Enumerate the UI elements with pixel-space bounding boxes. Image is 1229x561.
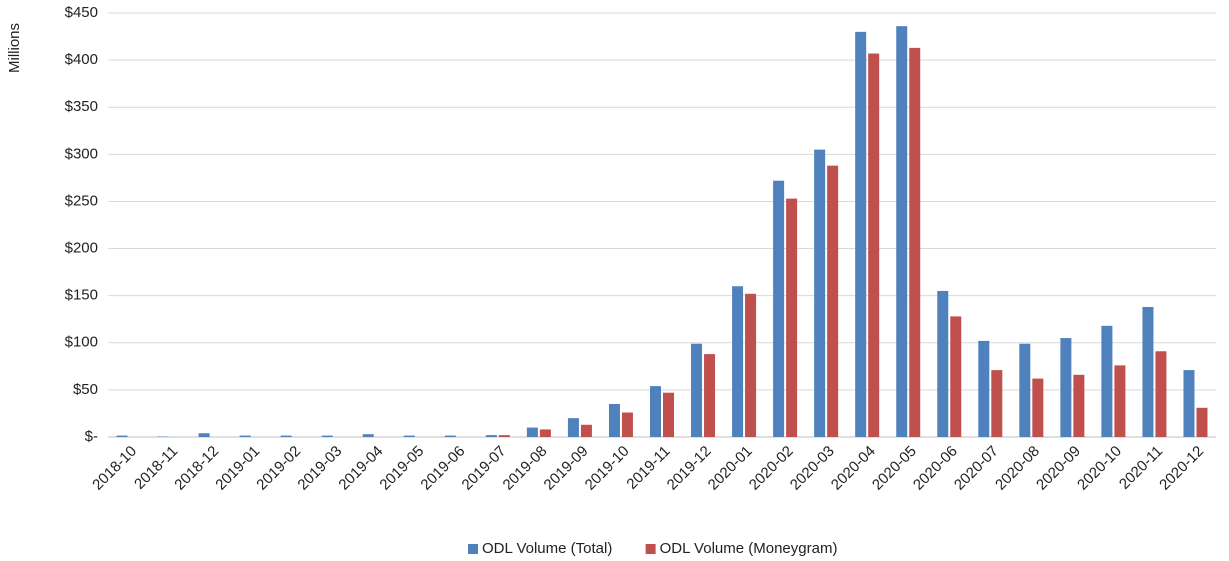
legend-label: ODL Volume (Total): [482, 540, 612, 557]
bar: [362, 434, 374, 437]
x-tick-label: 2020-06: [910, 443, 961, 494]
bar: [937, 290, 949, 437]
y-tick-label: $100: [65, 334, 98, 351]
x-tick-label: 2019-04: [335, 443, 386, 494]
bar: [1032, 378, 1044, 437]
x-tick-label: 2019-08: [500, 443, 551, 494]
x-tick-label: 2020-01: [705, 443, 756, 494]
bar: [1142, 306, 1154, 437]
bar: [827, 165, 839, 437]
x-tick-label: 2020-07: [951, 443, 1002, 494]
bar: [1196, 407, 1208, 437]
x-tick-label: 2020-04: [828, 443, 879, 494]
bar: [580, 424, 592, 437]
bar: [403, 435, 415, 437]
y-tick-label: $150: [65, 287, 98, 304]
bar: [280, 435, 292, 437]
legend-label: ODL Volume (Moneygram): [660, 540, 838, 557]
bar: [978, 340, 990, 437]
bar: [896, 26, 908, 438]
bar: [567, 418, 579, 437]
bar: [732, 286, 744, 437]
x-tick-label: 2018-12: [171, 443, 222, 494]
x-tick-label: 2019-01: [212, 443, 263, 494]
x-tick-label: 2018-10: [89, 443, 140, 494]
bar: [485, 435, 497, 437]
y-tick-label: $50: [73, 381, 98, 398]
legend-swatch: [468, 544, 478, 554]
bar: [198, 433, 210, 437]
x-tick-label: 2019-12: [664, 443, 715, 494]
bar: [704, 354, 716, 437]
x-tick-label: 2019-02: [253, 443, 304, 494]
bar: [663, 392, 674, 437]
y-tick-label: $200: [65, 240, 98, 257]
y-tick-label: $250: [65, 192, 98, 209]
bar: [608, 404, 620, 437]
bar: [855, 31, 867, 437]
x-tick-label: 2019-06: [417, 443, 468, 494]
bar: [1101, 325, 1113, 437]
bar: [868, 53, 880, 437]
x-tick-label: 2020-03: [787, 443, 838, 494]
bar: [444, 435, 456, 437]
bar: [1019, 343, 1031, 437]
bar: [539, 429, 551, 437]
bar: [321, 435, 333, 437]
bar: [745, 293, 757, 437]
bar: [814, 149, 826, 437]
bar: [650, 386, 661, 437]
bar: [1114, 365, 1126, 437]
bar: [239, 435, 251, 437]
x-tick-label: 2019-03: [294, 443, 345, 494]
bar: [786, 198, 798, 437]
bar: [621, 412, 633, 437]
bar: [691, 343, 703, 437]
x-tick-label: 2020-09: [1033, 443, 1084, 494]
x-tick-label: 2019-05: [376, 443, 427, 494]
bar: [950, 316, 962, 437]
bar: [773, 180, 785, 437]
x-tick-label: 2020-02: [746, 443, 797, 494]
bar: [1155, 351, 1167, 437]
x-tick-label: 2020-05: [869, 443, 920, 494]
bar: [116, 435, 128, 437]
y-tick-label: $300: [65, 145, 98, 162]
y-tick-label: $-: [85, 428, 98, 445]
legend-swatch: [645, 544, 656, 554]
bar: [498, 435, 510, 437]
x-tick-label: 2020-08: [992, 443, 1043, 494]
bar: [1060, 338, 1072, 437]
x-tick-label: 2020-10: [1074, 443, 1125, 494]
bar: [991, 370, 1003, 437]
bar: [909, 47, 921, 438]
y-tick-label: $350: [65, 98, 98, 115]
y-tick-label: $400: [65, 51, 98, 68]
y-axis-label: Millions: [6, 23, 23, 73]
bar: [1183, 370, 1195, 437]
x-tick-label: 2019-07: [459, 443, 510, 494]
x-tick-label: 2019-09: [541, 443, 592, 494]
x-tick-label: 2019-10: [582, 443, 633, 494]
y-tick-label: $450: [65, 4, 98, 21]
bar: [526, 427, 538, 437]
bar: [1073, 374, 1085, 437]
x-tick-label: 2020-12: [1156, 443, 1207, 494]
